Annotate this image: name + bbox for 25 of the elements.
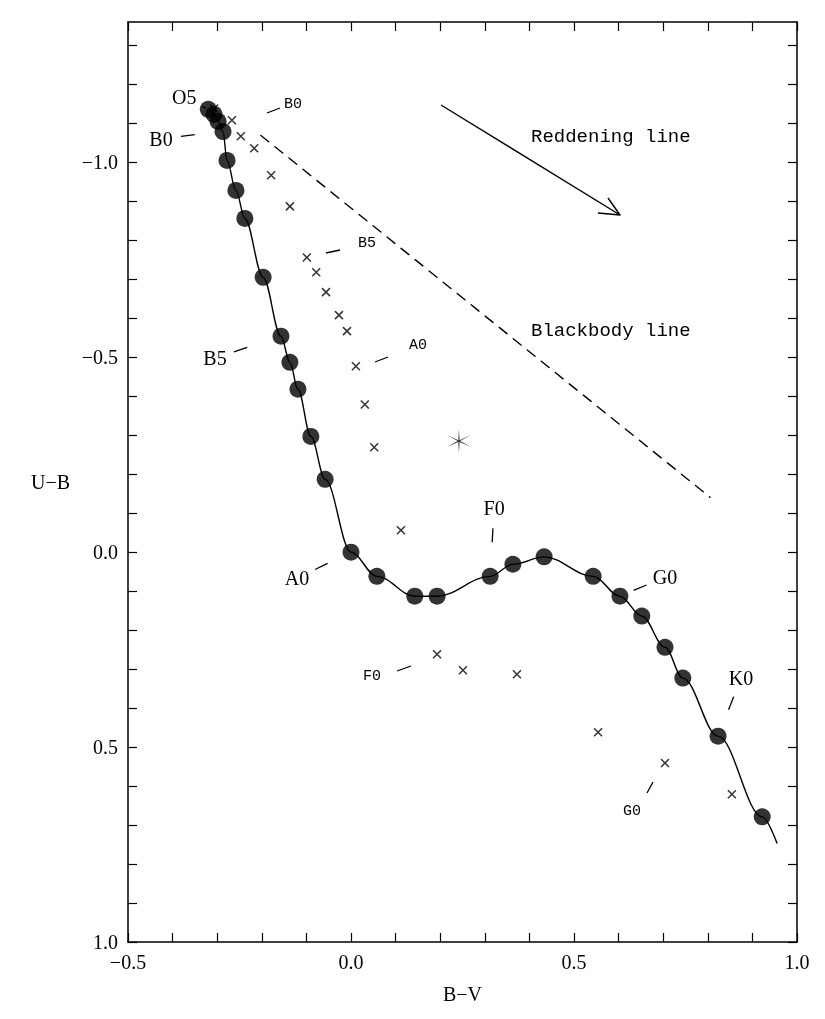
annotation: A0 — [408, 336, 428, 354]
annotation: O5 — [172, 86, 197, 109]
annotation: B5 — [357, 234, 377, 252]
y-axis-title: U−B — [30, 471, 70, 493]
annotation: K0 — [728, 667, 754, 690]
annotation: F0 — [362, 667, 382, 685]
x-tick-label: −0.5 — [109, 951, 147, 973]
annotation: A0 — [284, 567, 310, 590]
x-tick-label: 0.0 — [338, 951, 364, 973]
y-tick-label: 0.0 — [93, 541, 118, 564]
annotation: F0 — [483, 497, 505, 520]
annotation: Reddening line — [531, 126, 691, 148]
x-tick-label: 0.5 — [561, 951, 587, 973]
y-tick-label: 0.5 — [93, 736, 118, 759]
y-tick-label: −0.5 — [81, 346, 118, 369]
annotation: B5 — [203, 347, 227, 370]
y-tick-label: 1.0 — [93, 931, 118, 953]
x-axis-title: B−V — [442, 983, 483, 1005]
y-tick-label: −1.0 — [81, 151, 118, 174]
annotation: B0 — [283, 95, 303, 113]
annotation: B0 — [149, 127, 173, 150]
annotation: Blackbody line — [531, 320, 691, 342]
annotation: G0 — [622, 802, 642, 820]
annotation: G0 — [652, 566, 678, 589]
x-tick-label: 1.0 — [784, 951, 810, 973]
